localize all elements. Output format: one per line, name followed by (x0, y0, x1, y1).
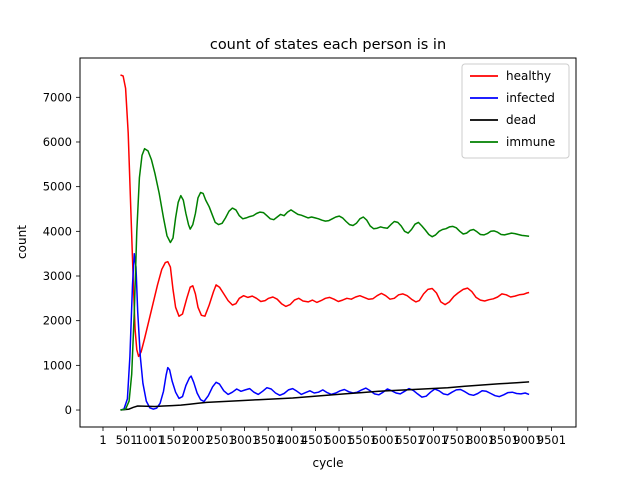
x-tick-label: 7001 (419, 433, 448, 447)
x-tick-label: 1501 (159, 433, 188, 447)
y-tick-label: 1000 (43, 358, 72, 372)
legend-label-infected: infected (506, 91, 555, 105)
series-line-healthy (120, 74, 530, 358)
series-line-dead (120, 381, 530, 411)
y-tick-label: 0 (65, 403, 72, 417)
legend-label-dead: dead (506, 113, 536, 127)
x-tick-label: 5001 (324, 433, 353, 447)
y-tick-label: 4000 (43, 224, 72, 238)
series-line-immune (120, 147, 530, 411)
series-line-infected (120, 252, 530, 411)
x-tick-label: 6001 (372, 433, 401, 447)
x-tick-label: 4001 (277, 433, 306, 447)
plot-frame (79, 57, 577, 428)
legend: healthy infected dead immune (461, 63, 570, 159)
x-tick-label: 1 (99, 433, 106, 447)
x-tick-label: 2501 (206, 433, 235, 447)
legend-label-immune: immune (506, 135, 555, 149)
x-tick-label: 2001 (183, 433, 212, 447)
series-lines (120, 74, 530, 411)
x-tick-label: 7501 (442, 433, 471, 447)
y-tick-label: 7000 (43, 90, 72, 104)
x-tick-label: 3001 (230, 433, 259, 447)
x-tick-label: 1001 (136, 433, 165, 447)
x-tick-label: 5501 (348, 433, 377, 447)
legend-box (461, 63, 570, 159)
y-tick-label: 3000 (43, 269, 72, 283)
y-tick-label: 6000 (43, 135, 72, 149)
x-tick-label: 9001 (513, 433, 542, 447)
x-tick-label: 501 (116, 433, 138, 447)
x-tick-label: 8501 (490, 433, 519, 447)
y-tick-label: 5000 (43, 180, 72, 194)
y-axis-label: count (15, 225, 29, 259)
y-tick-label: 2000 (43, 314, 72, 328)
x-tick-label: 3501 (254, 433, 283, 447)
x-tick-label: 8001 (466, 433, 495, 447)
legend-label-healthy: healthy (506, 69, 551, 83)
x-axis-label: cycle (312, 456, 343, 470)
chart-title: count of states each person is in (210, 37, 446, 53)
x-tick-label: 6501 (395, 433, 424, 447)
x-axis: 1 501100115012001250130013501400145015001… (99, 427, 566, 447)
x-tick-label: 9501 (537, 433, 566, 447)
y-axis: 0 1000 2000 3000 4000 5000 6000 7000 (43, 90, 80, 417)
x-tick-label: 4501 (301, 433, 330, 447)
